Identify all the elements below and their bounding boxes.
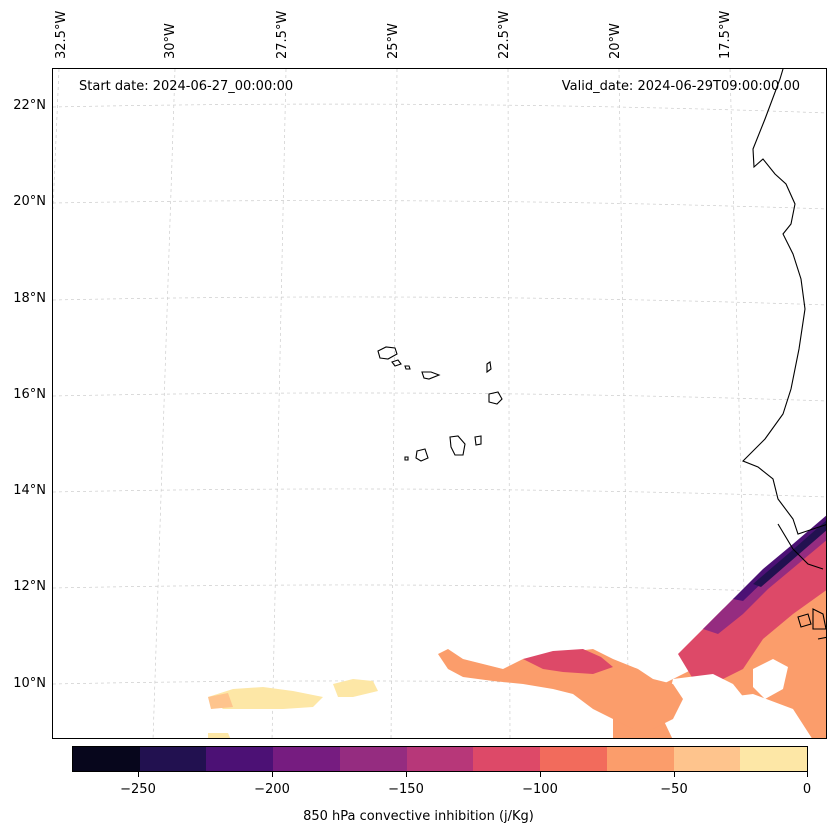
start-date-label: Start date: 2024-06-27_00:00:00 (79, 79, 294, 94)
colorbar-tick-mark (272, 772, 273, 777)
colorbar-tick-mark (406, 772, 407, 777)
lat-label-14n: 14°N (13, 483, 46, 498)
map-panel: Start date: 2024-06-27_00:00:00 Valid_da… (52, 68, 827, 739)
lon-label-32-5w: 32.5°W (54, 10, 69, 59)
colorbar-title: 850 hPa convective inhibition (j/Kg) (303, 809, 534, 824)
lat-label-12n: 12°N (13, 579, 46, 594)
colorbar-tick-mark (674, 772, 675, 777)
colorbar-bin-3 (206, 747, 274, 771)
colorbar-bin-2 (139, 747, 207, 771)
valid-date-label: Valid_date: 2024-06-29T09:00:00.00 (561, 79, 800, 94)
colorbar-tick-label: −100 (522, 782, 558, 797)
colorbar-tick-label: −250 (120, 782, 156, 797)
colorbar-bin-11 (740, 747, 808, 771)
colorbar-bin-5 (339, 747, 407, 771)
colorbar-bin-4 (273, 747, 340, 771)
lon-label-17-5w: 17.5°W (718, 10, 733, 59)
colorbar-tick-mark (540, 772, 541, 777)
colorbar-tick-mark (807, 772, 808, 777)
lat-label-20n: 20°N (13, 194, 46, 209)
colorbar-tick-label: −50 (660, 782, 688, 797)
cape-verde-islands (377, 346, 503, 462)
colorbar (72, 746, 808, 772)
colorbar-bin-7 (473, 747, 541, 771)
lat-label-22n: 22°N (13, 98, 46, 113)
colorbar-bin-9 (606, 747, 674, 771)
lon-label-22-5w: 22.5°W (497, 10, 512, 59)
colorbar-bin-1 (73, 747, 140, 771)
colorbar-bin-10 (673, 747, 741, 771)
colorbar-tick-mark (138, 772, 139, 777)
lon-label-20w: 20°W (608, 23, 623, 59)
coastline (742, 69, 826, 640)
lon-label-30w: 30°W (163, 23, 178, 59)
colorbar-bin-8 (540, 747, 607, 771)
map-canvas (53, 69, 826, 738)
cin-shading (208, 515, 826, 738)
colorbar-tick-label: −150 (388, 782, 424, 797)
colorbar-bin-6 (406, 747, 474, 771)
lat-label-10n: 10°N (13, 676, 46, 691)
lon-label-27-5w: 27.5°W (275, 10, 290, 59)
lon-label-25w: 25°W (386, 23, 401, 59)
lat-label-16n: 16°N (13, 387, 46, 402)
colorbar-tick-label: −200 (254, 782, 290, 797)
lat-label-18n: 18°N (13, 291, 46, 306)
colorbar-tick-label: 0 (802, 782, 812, 797)
